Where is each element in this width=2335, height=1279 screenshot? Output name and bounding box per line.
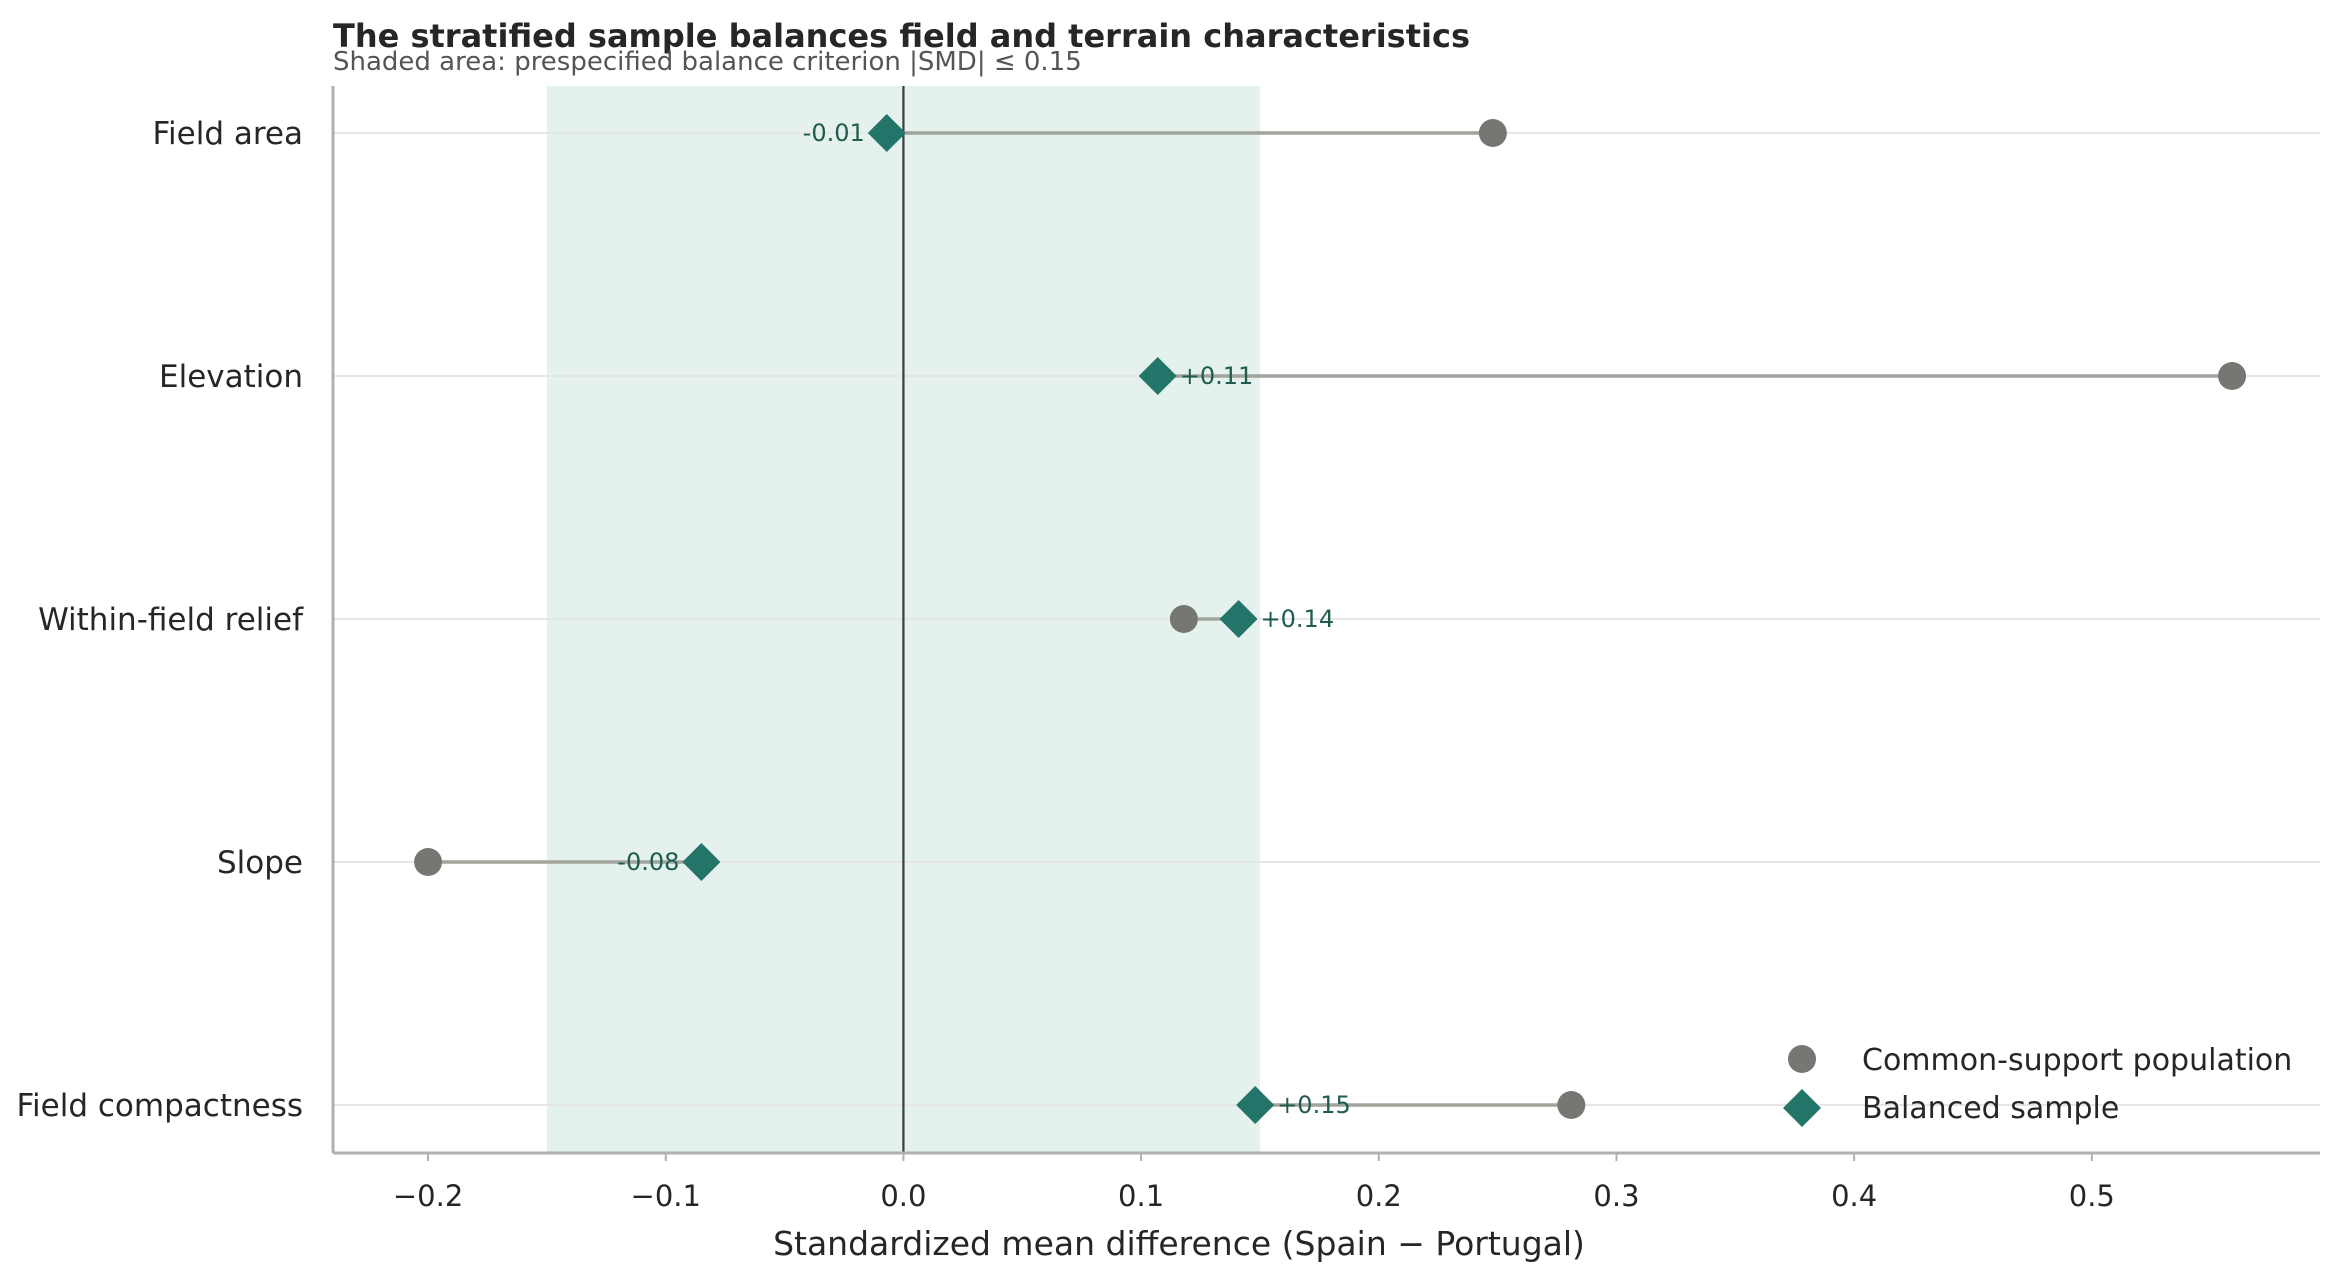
x-tick-label: 0.4 bbox=[1831, 1179, 1877, 1213]
value-label: +0.15 bbox=[1277, 1091, 1351, 1119]
x-tick-label: 0.2 bbox=[1356, 1179, 1402, 1213]
x-tick-label: 0.3 bbox=[1593, 1179, 1639, 1213]
x-axis-label: Standardized mean difference (Spain − Po… bbox=[773, 1224, 1585, 1263]
population-point bbox=[414, 848, 443, 876]
balanced-point bbox=[1219, 600, 1258, 638]
text-layer: The stratified sample balances field and… bbox=[333, 17, 1585, 1263]
population-point bbox=[1557, 1091, 1586, 1119]
y-tick-label: Field compactness bbox=[16, 1088, 303, 1124]
value-label: +0.11 bbox=[1180, 362, 1254, 390]
chart-title: The stratified sample balances field and… bbox=[333, 17, 1470, 55]
balanced-point bbox=[867, 114, 906, 152]
value-label: +0.14 bbox=[1261, 605, 1335, 633]
legend-marker-balanced bbox=[1783, 1089, 1821, 1127]
value-label: -0.08 bbox=[617, 848, 679, 876]
legend: Common-support population Balanced sampl… bbox=[1783, 1043, 2292, 1127]
y-tick-label: Slope bbox=[217, 845, 303, 881]
x-tick-label: 0.1 bbox=[1118, 1179, 1164, 1213]
balanced-point bbox=[682, 843, 721, 881]
population-point bbox=[2218, 362, 2247, 390]
legend-marker-population bbox=[1788, 1045, 1816, 1073]
legend-label-balanced: Balanced sample bbox=[1862, 1091, 2119, 1126]
axis-layer: Field area Elevation Within-field relief Sl… bbox=[16, 86, 2320, 1213]
x-tick-label: 0.5 bbox=[2069, 1179, 2115, 1213]
population-point bbox=[1478, 119, 1507, 147]
x-tick-label: −0.2 bbox=[393, 1179, 463, 1213]
x-tick-label: −0.1 bbox=[631, 1179, 701, 1213]
balanced-point bbox=[1138, 357, 1177, 395]
y-tick-label: Elevation bbox=[159, 359, 303, 395]
legend-label-population: Common-support population bbox=[1862, 1043, 2292, 1078]
chart-subtitle: Shaded area: prespecified balance criter… bbox=[333, 47, 1082, 77]
y-tick-label: Field area bbox=[152, 116, 303, 152]
mark-layer: -0.01 +0.11 +0.14 -0.08 +0.15 bbox=[414, 114, 2247, 1124]
y-tick-label: Within-field relief bbox=[38, 602, 304, 638]
balanced-point bbox=[1236, 1086, 1275, 1124]
x-tick-label: 0.0 bbox=[880, 1179, 926, 1213]
value-label: -0.01 bbox=[803, 119, 865, 147]
population-point bbox=[1169, 605, 1198, 633]
